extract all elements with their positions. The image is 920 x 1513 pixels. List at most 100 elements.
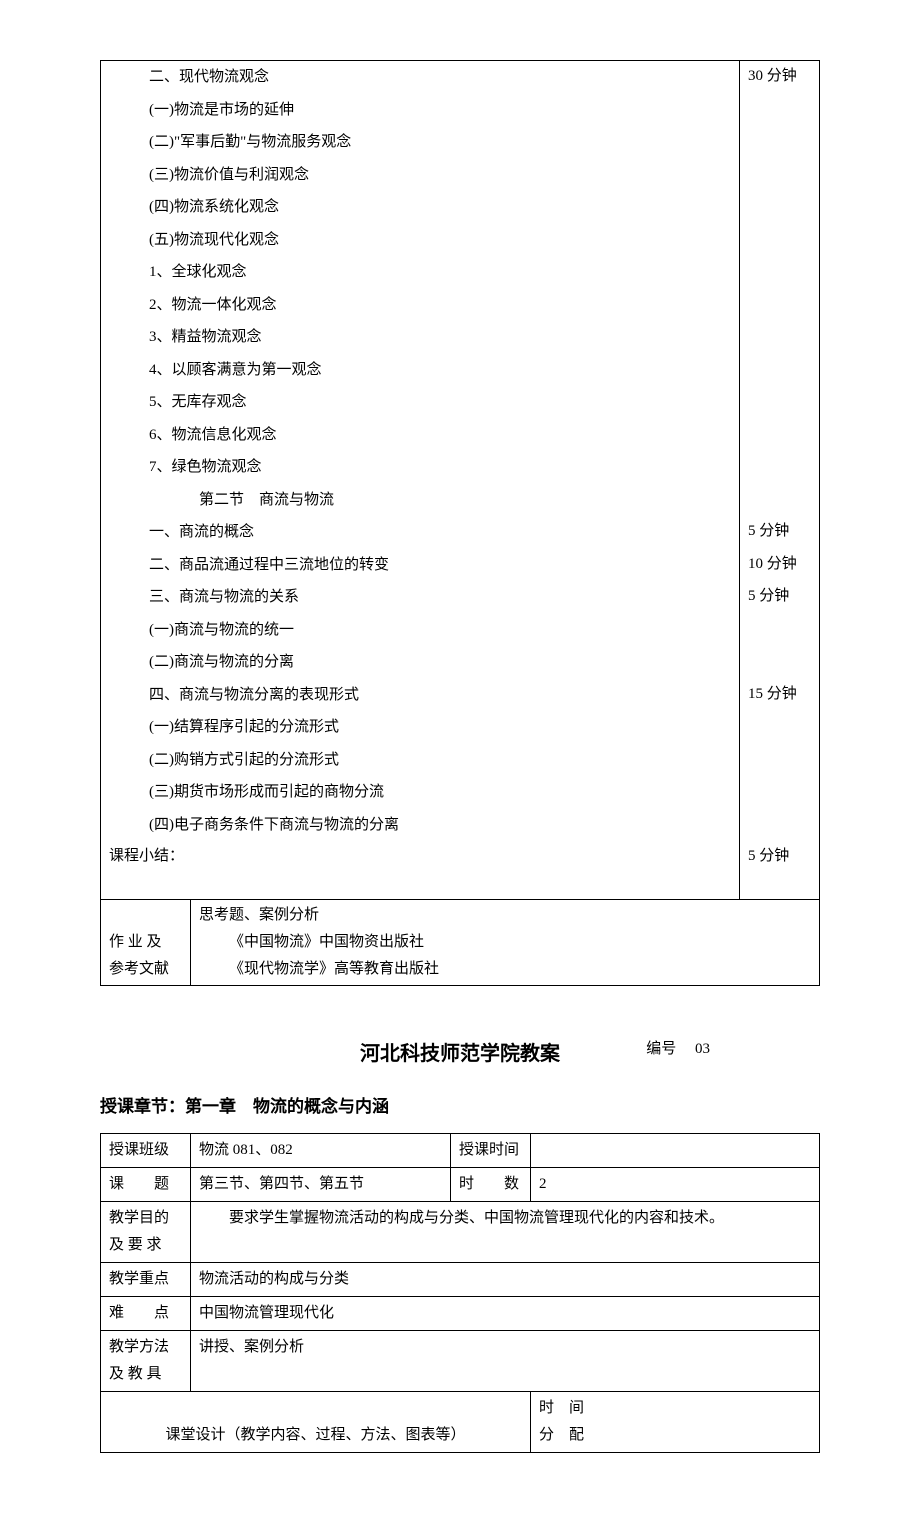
table-row: 4、以顾客满意为第一观念 bbox=[101, 354, 820, 387]
info-table: 授课班级 物流 081、082 授课时间 课 题 第三节、第四节、第五节 时 数… bbox=[100, 1133, 820, 1453]
time-cell bbox=[740, 646, 820, 679]
content-text: 二、商品流通过程中三流地位的转变 bbox=[109, 551, 731, 580]
time-cell: 10 分钟 bbox=[740, 549, 820, 582]
time-cell bbox=[740, 614, 820, 647]
difficulty-label: 难 点 bbox=[101, 1296, 191, 1330]
content-cell: 2、物流一体化观念 bbox=[101, 289, 740, 322]
content-cell: 一、商流的概念 bbox=[101, 516, 740, 549]
summary-time-cell: 5 分钟 bbox=[740, 841, 820, 900]
table-row: 一、商流的概念 5 分钟 bbox=[101, 516, 820, 549]
table-row: 二、现代物流观念 30 分钟 bbox=[101, 61, 820, 94]
content-cell: (五)物流现代化观念 bbox=[101, 224, 740, 257]
chapter-title: 授课章节：第一章 物流的概念与内涵 bbox=[100, 1092, 820, 1123]
keypoint-value: 物流活动的构成与分类 bbox=[191, 1262, 820, 1296]
content-cell: (一)物流是市场的延伸 bbox=[101, 94, 740, 127]
table-row: 难 点 中国物流管理现代化 bbox=[101, 1296, 820, 1330]
hours-label: 时 数 bbox=[451, 1167, 531, 1201]
content-text: 5、无库存观念 bbox=[109, 388, 731, 417]
title-text: 河北科技师范学院教案 bbox=[360, 1043, 560, 1065]
content-text: (三)物流价值与利润观念 bbox=[109, 161, 731, 190]
content-cell: 5、无库存观念 bbox=[101, 386, 740, 419]
topic-label: 课 题 bbox=[101, 1167, 191, 1201]
table-row: (二)商流与物流的分离 bbox=[101, 646, 820, 679]
table-row: 课堂设计（教学内容、过程、方法、图表等） 时 间 分 配 bbox=[101, 1391, 820, 1452]
content-cell: 1、全球化观念 bbox=[101, 256, 740, 289]
time-cell bbox=[740, 126, 820, 159]
difficulty-value: 中国物流管理现代化 bbox=[191, 1296, 820, 1330]
time-cell: 5 分钟 bbox=[740, 516, 820, 549]
purpose-value: 要求学生掌握物流活动的构成与分类、中国物流管理现代化的内容和技术。 bbox=[191, 1201, 820, 1262]
content-table-1: 二、现代物流观念 30 分钟 (一)物流是市场的延伸(二)"军事后勤"与物流服务观念… bbox=[100, 60, 820, 841]
time-cell bbox=[740, 321, 820, 354]
content-text: (五)物流现代化观念 bbox=[109, 226, 731, 255]
content-text: (一)商流与物流的统一 bbox=[109, 616, 731, 645]
content-text: 2、物流一体化观念 bbox=[109, 291, 731, 320]
content-text: 第二节 商流与物流 bbox=[109, 486, 731, 515]
homework-label-2: 参考文献 bbox=[109, 961, 169, 977]
table-row: 教学方法 及 教 具 讲授、案例分析 bbox=[101, 1330, 820, 1391]
content-text: 6、物流信息化观念 bbox=[109, 421, 731, 450]
content-cell: (三)物流价值与利润观念 bbox=[101, 159, 740, 192]
content-cell: (一)商流与物流的统一 bbox=[101, 614, 740, 647]
content-cell: (二)购销方式引起的分流形式 bbox=[101, 744, 740, 777]
title-row: 河北科技师范学院教案 编号 03 bbox=[100, 1036, 820, 1072]
content-text: 一、商流的概念 bbox=[109, 518, 731, 547]
content-cell: 第二节 商流与物流 bbox=[101, 484, 740, 517]
time-cell bbox=[740, 191, 820, 224]
content-cell: 3、精益物流观念 bbox=[101, 321, 740, 354]
table-row: 教学重点 物流活动的构成与分类 bbox=[101, 1262, 820, 1296]
topic-value: 第三节、第四节、第五节 bbox=[191, 1167, 451, 1201]
content-text: 3、精益物流观念 bbox=[109, 323, 731, 352]
content-cell: (四)物流系统化观念 bbox=[101, 191, 740, 224]
time-cell bbox=[740, 224, 820, 257]
table-row: (三)期货市场形成而引起的商物分流 bbox=[101, 776, 820, 809]
time-cell bbox=[740, 354, 820, 387]
hours-value: 2 bbox=[531, 1167, 820, 1201]
time-alloc-label: 时 间 分 配 bbox=[531, 1391, 820, 1452]
content-text: (四)电子商务条件下商流与物流的分离 bbox=[109, 811, 731, 840]
table-row: 授课班级 物流 081、082 授课时间 bbox=[101, 1133, 820, 1167]
table-row: 1、全球化观念 bbox=[101, 256, 820, 289]
content-text: 三、商流与物流的关系 bbox=[109, 583, 731, 612]
homework-content-1: 思考题、案例分析 bbox=[199, 902, 811, 929]
homework-table: 作 业 及 参考文献 思考题、案例分析 《中国物流》中国物资出版社 《现代物流学… bbox=[100, 900, 820, 986]
content-cell: (一)结算程序引起的分流形式 bbox=[101, 711, 740, 744]
time-cell bbox=[740, 94, 820, 127]
table-row: 三、商流与物流的关系5 分钟 bbox=[101, 581, 820, 614]
summary-time: 5 分钟 bbox=[748, 848, 789, 864]
time-cell bbox=[740, 711, 820, 744]
content-text: 1、全球化观念 bbox=[109, 258, 731, 287]
table-row: (五)物流现代化观念 bbox=[101, 224, 820, 257]
time-cell bbox=[740, 386, 820, 419]
page-title: 河北科技师范学院教案 编号 03 bbox=[100, 1036, 820, 1072]
content-cell: (四)电子商务条件下商流与物流的分离 bbox=[101, 809, 740, 842]
summary-table: 课程小结： 5 分钟 bbox=[100, 841, 820, 900]
class-value: 物流 081、082 bbox=[191, 1133, 451, 1167]
content-text: 7、绿色物流观念 bbox=[109, 453, 731, 482]
table-row: 2、物流一体化观念 bbox=[101, 289, 820, 322]
content-cell: (二)商流与物流的分离 bbox=[101, 646, 740, 679]
time-cell bbox=[740, 484, 820, 517]
content-cell: 二、现代物流观念 bbox=[101, 61, 740, 94]
time-cell bbox=[740, 159, 820, 192]
summary-label: 课程小结： bbox=[109, 848, 184, 864]
class-label: 授课班级 bbox=[101, 1133, 191, 1167]
content-cell: 7、绿色物流观念 bbox=[101, 451, 740, 484]
table-row: 课 题 第三节、第四节、第五节 时 数 2 bbox=[101, 1167, 820, 1201]
content-cell: 二、商品流通过程中三流地位的转变 bbox=[101, 549, 740, 582]
time-cell bbox=[740, 451, 820, 484]
table-row: 四、商流与物流分离的表现形式15 分钟 bbox=[101, 679, 820, 712]
table-row: (二)购销方式引起的分流形式 bbox=[101, 744, 820, 777]
content-text: (二)购销方式引起的分流形式 bbox=[109, 746, 731, 775]
table-row: (二)"军事后勤"与物流服务观念 bbox=[101, 126, 820, 159]
summary-cell: 课程小结： bbox=[101, 841, 740, 900]
content-cell: (二)"军事后勤"与物流服务观念 bbox=[101, 126, 740, 159]
content-text: 二、现代物流观念 bbox=[109, 63, 731, 92]
table-row: (三)物流价值与利润观念 bbox=[101, 159, 820, 192]
time-cell bbox=[740, 419, 820, 452]
content-cell: (三)期货市场形成而引起的商物分流 bbox=[101, 776, 740, 809]
table-row: 第二节 商流与物流 bbox=[101, 484, 820, 517]
homework-label-cell: 作 业 及 参考文献 bbox=[101, 900, 191, 986]
content-text: (一)物流是市场的延伸 bbox=[109, 96, 731, 125]
time-cell: 30 分钟 bbox=[740, 61, 820, 94]
